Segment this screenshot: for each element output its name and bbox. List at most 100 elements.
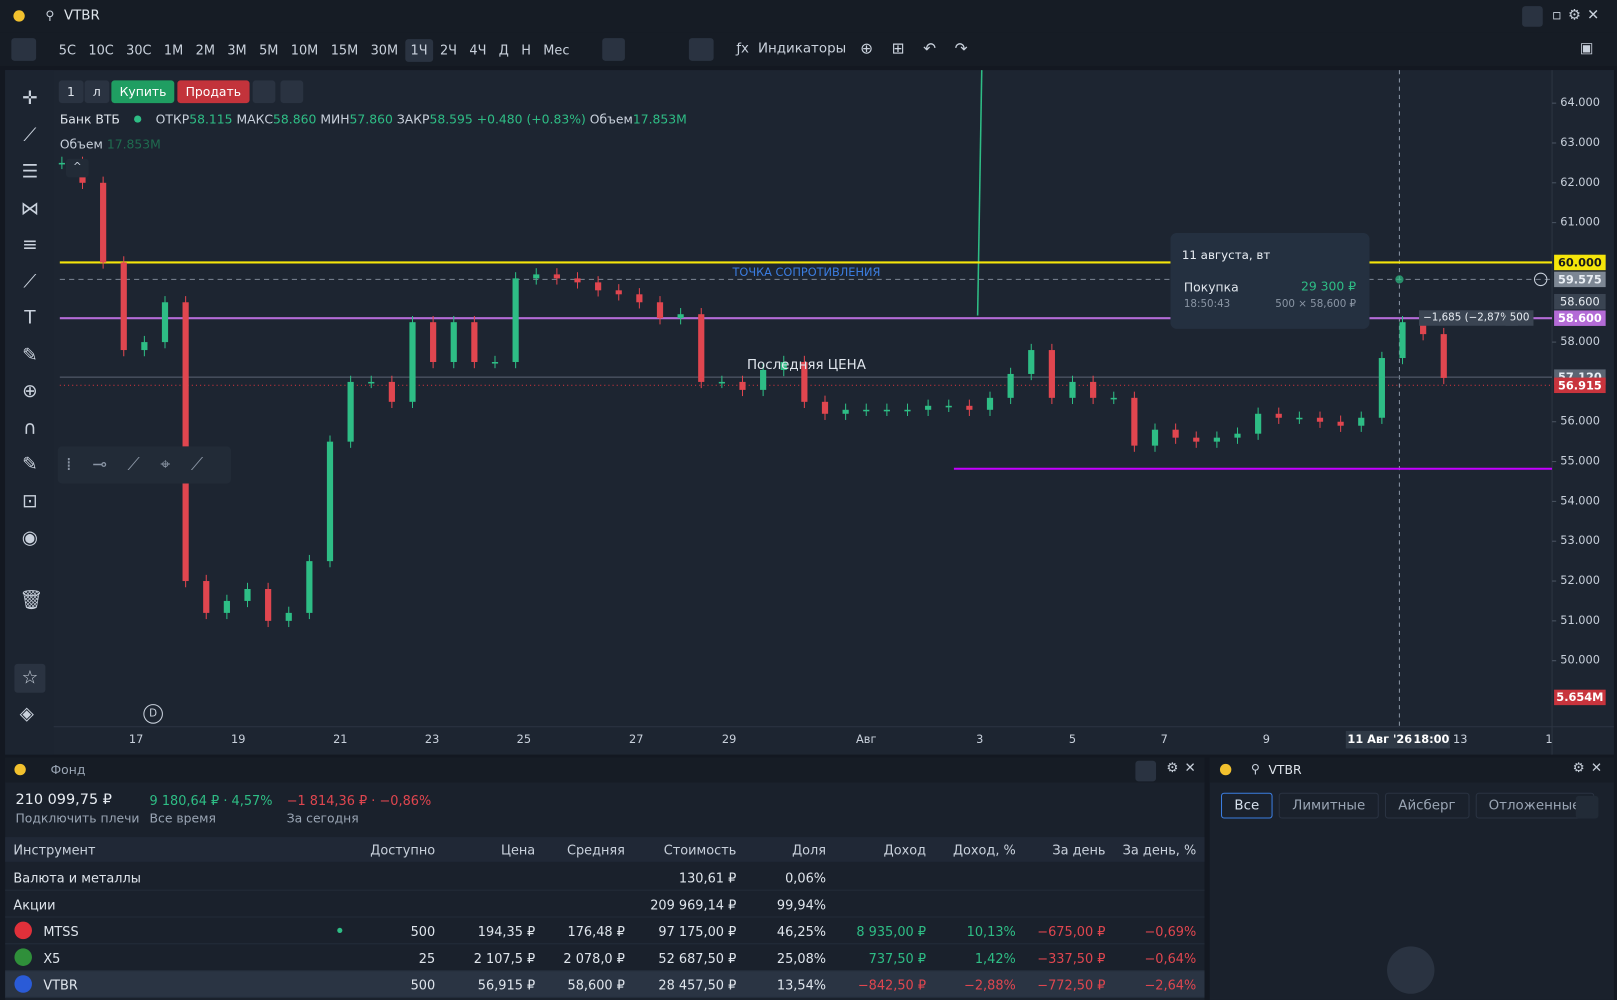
symbol[interactable]: VTBR — [63, 8, 100, 24]
position-price-tag — [1554, 293, 1606, 310]
window-dot[interactable] — [13, 10, 25, 22]
dividend-marker[interactable]: D — [143, 704, 163, 724]
table-cell: 500 — [410, 923, 436, 940]
portfolio-total[interactable]: 210 099,75 ₽ — [15, 791, 112, 809]
chart-type-button[interactable] — [602, 38, 625, 61]
filter-button[interactable] — [1575, 795, 1599, 819]
interval-button[interactable]: Мес — [543, 42, 570, 58]
drawing-toolbar[interactable]: ⁞⊸⟋⌖⟋ — [57, 446, 231, 484]
candle-body — [1234, 433, 1241, 438]
column-header[interactable]: Доля — [792, 842, 827, 858]
column-header[interactable]: Стоимость — [663, 842, 737, 858]
annotation: Последняя ЦЕНА — [747, 358, 867, 373]
interval-button[interactable]: 2М — [195, 42, 215, 58]
table-cell: 13,54% — [776, 977, 827, 993]
interval-button[interactable]: 30С — [126, 42, 152, 58]
link-button[interactable] — [252, 80, 276, 104]
favorites-tool[interactable]: ☆ — [14, 663, 46, 693]
toolbar-icons[interactable]: ⊕⊞↶↷ — [860, 39, 987, 58]
column-header[interactable]: Инструмент — [13, 842, 96, 858]
cancel-button[interactable] — [280, 80, 304, 104]
screenshot-button[interactable]: ▣ — [1579, 40, 1594, 57]
search-icon[interactable]: ⚲ — [45, 8, 55, 23]
column-header[interactable]: Доступно — [370, 842, 436, 858]
column-header[interactable]: За день, % — [1122, 842, 1197, 858]
chat-button[interactable] — [1387, 946, 1435, 994]
group-name[interactable]: Валюта и металлы — [13, 870, 141, 886]
interval-button[interactable]: 10С — [88, 42, 114, 58]
window-controls[interactable]: ▫⚙✕ — [1552, 7, 1606, 24]
orders-dot[interactable] — [1219, 763, 1232, 776]
tool-icons[interactable]: ✛ ⟋ ☰ ⋈ ≡ ⟋ T ✎ ⊕ ∩ ✎ ⊡ ◉ — [20, 87, 40, 549]
column-header[interactable]: За день — [1052, 842, 1106, 858]
collapse-button[interactable] — [1522, 6, 1543, 27]
indicators-button[interactable]: Индикаторы — [757, 41, 847, 57]
order-tab[interactable]: Айсберг — [1384, 792, 1470, 819]
orders-panel: ⚲ VTBR ⚙✕ Все Лимитные Айсберг Отложенные — [1209, 757, 1614, 1000]
group-name[interactable]: Акции — [13, 896, 56, 913]
position-row[interactable] — [5, 918, 1205, 945]
sell-button[interactable]: Продать — [177, 80, 250, 104]
candle-body — [966, 405, 973, 410]
all-time-change: 9 180,64 ₽ · 4,57% — [149, 792, 273, 809]
lot-mode[interactable]: л — [84, 80, 109, 104]
interval-button[interactable]: 3М — [227, 42, 247, 58]
price-level-label: 58.600 — [1558, 311, 1602, 325]
interval-button[interactable]: Д — [498, 42, 509, 58]
x-tick-label: 7 — [1161, 732, 1168, 746]
interval-button[interactable]: 5М — [259, 42, 279, 58]
volume-legend: Объем 17.853M — [60, 137, 161, 151]
x-tick-label: 1 — [1545, 732, 1552, 746]
candle-body — [58, 162, 65, 165]
y-tick-label: 53.000 — [1560, 533, 1600, 547]
position-row[interactable] — [5, 944, 1205, 972]
column-header[interactable]: Средняя — [566, 842, 625, 858]
column-header[interactable]: Доход, % — [952, 842, 1016, 858]
order-tab[interactable]: Все — [1221, 792, 1273, 819]
candle-body — [285, 612, 292, 621]
leverage-link[interactable]: Подключить плечи — [15, 811, 140, 826]
interval-button[interactable]: 5С — [58, 42, 76, 58]
candle-body — [760, 369, 767, 390]
orders-symbol[interactable]: VTBR — [1268, 762, 1302, 778]
interval-button[interactable]: 4Ч — [469, 42, 487, 58]
instrument-logo — [14, 975, 32, 993]
portfolio-controls[interactable]: ⚙✕ — [1166, 760, 1202, 777]
position-row[interactable] — [5, 971, 1205, 998]
candle-body — [574, 278, 581, 283]
draw-toggle[interactable] — [11, 38, 37, 61]
trade-tooltip: 11 августа, вт Покупка 29 300 ₽ 18:50:43… — [1170, 232, 1370, 329]
interval-button[interactable]: 1Ч — [405, 39, 433, 62]
buy-button[interactable]: Купить — [111, 80, 175, 104]
column-header[interactable]: Доход — [883, 842, 927, 858]
interval-button[interactable]: 1М — [163, 42, 184, 58]
column-header[interactable]: Цена — [500, 842, 536, 858]
indicators-icon[interactable]: ƒx — [736, 41, 749, 57]
collapse-legend[interactable]: ^ — [66, 158, 89, 178]
delete-tool[interactable]: 🗑 — [19, 589, 44, 612]
interval-button[interactable]: 30М — [370, 42, 399, 58]
table-cell: MTSS — [43, 923, 79, 940]
candle-body — [636, 294, 643, 303]
interval-button[interactable]: 2Ч — [439, 42, 457, 58]
instrument-logo — [14, 948, 32, 966]
portfolio-dot[interactable] — [14, 763, 26, 776]
tooltip-time: 18:50:43 — [1183, 298, 1231, 311]
trade-button[interactable] — [688, 38, 714, 61]
orders-search-icon[interactable]: ⚲ — [1250, 761, 1260, 777]
interval-button[interactable]: Н — [521, 42, 531, 58]
table-cell: 25,08% — [776, 950, 827, 966]
x-label-highlight — [1412, 730, 1450, 749]
orders-controls[interactable]: ⚙✕ — [1572, 760, 1609, 777]
quantity[interactable]: 1 — [58, 80, 84, 104]
x-tick-label: 13 — [1453, 732, 1467, 746]
order-tab[interactable]: Лимитные — [1278, 792, 1379, 819]
portfolio-collapse[interactable] — [1135, 760, 1157, 782]
interval-button[interactable]: 10М — [290, 42, 319, 58]
candle-body — [553, 274, 560, 279]
status-dot — [134, 115, 142, 123]
interval-button[interactable]: 15М — [330, 42, 359, 58]
layers-tool[interactable]: ◈ — [19, 703, 34, 725]
candle-body — [925, 405, 932, 410]
table-cell: −2,88% — [964, 977, 1016, 993]
